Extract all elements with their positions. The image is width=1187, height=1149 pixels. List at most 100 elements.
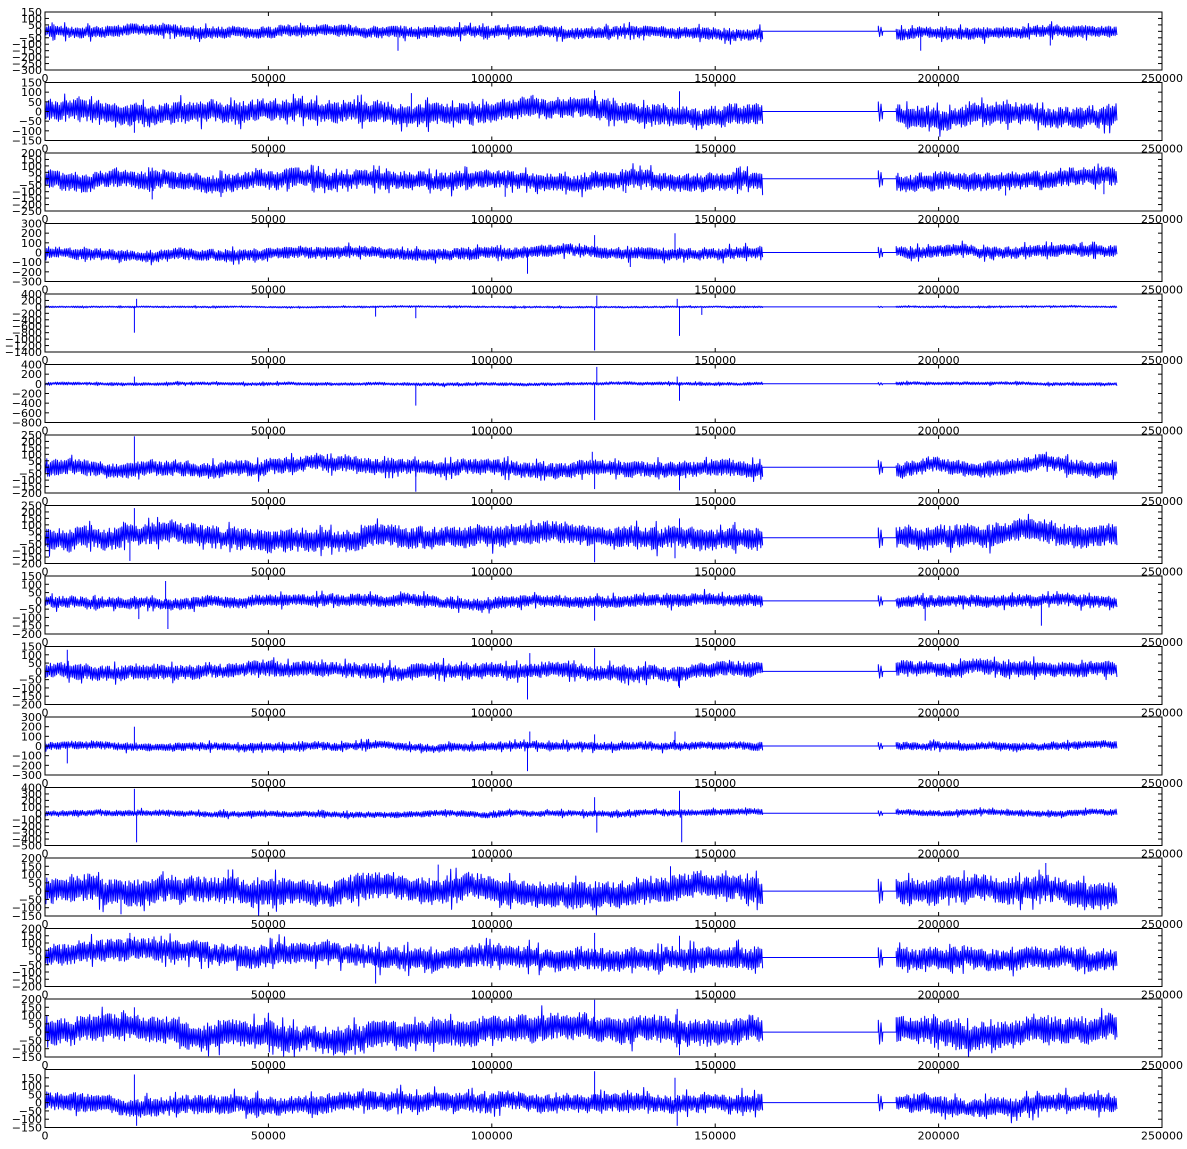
x-tick-label: 100000: [471, 1130, 513, 1143]
y-tick-label: 150: [21, 442, 42, 455]
y-tick-label: −600: [12, 407, 42, 420]
y-tick-label: −50: [19, 538, 42, 551]
x-tick-label: 0: [42, 636, 49, 649]
y-tick-label: 0: [35, 885, 42, 898]
x-tick-label: 200000: [918, 354, 960, 367]
signal-line-3: [45, 163, 1118, 198]
x-tick-label: 250000: [1141, 213, 1183, 226]
x-tick-label: 0: [42, 425, 49, 438]
x-tick-label: 0: [42, 848, 49, 861]
y-tick-label: 50: [28, 455, 42, 468]
signal-line-4: [45, 240, 1118, 266]
y-tick-label: 150: [21, 860, 42, 873]
axes-frame: [44, 646, 1163, 705]
y-tick-label: −100: [12, 750, 42, 763]
x-tick-label: 250000: [1141, 284, 1183, 297]
y-tick-label: −150: [12, 620, 42, 633]
x-tick-label: 100000: [471, 848, 513, 861]
y-tick-label: −400: [12, 397, 42, 410]
x-tick-label: 0: [42, 566, 49, 579]
signal-line-8: [45, 513, 1118, 557]
x-tick-label: 50000: [251, 1130, 286, 1143]
x-tick-label: 250000: [1141, 354, 1183, 367]
y-tick-label: 150: [21, 6, 42, 19]
x-tick-label: 150000: [694, 777, 736, 790]
axes-frame: [44, 434, 1163, 494]
y-tick-label: 0: [35, 952, 42, 965]
x-tick-label: 0: [42, 213, 49, 226]
x-tick-label: 50000: [251, 707, 286, 720]
y-tick-label: 200: [21, 368, 42, 381]
x-tick-label: 50000: [251, 918, 286, 931]
y-tick-label: 200: [21, 506, 42, 519]
y-tick-label: 50: [28, 525, 42, 538]
x-tick-label: 200000: [918, 495, 960, 508]
x-tick-label: 150000: [694, 495, 736, 508]
y-tick-label: −150: [12, 1051, 42, 1064]
y-tick-label: −150: [12, 135, 42, 148]
y-tick-label: 0: [35, 461, 42, 474]
x-tick-label: 150000: [694, 72, 736, 85]
x-tick-label: 50000: [251, 1059, 286, 1072]
y-tick-label: 50: [28, 877, 42, 890]
x-tick-label: 250000: [1141, 143, 1183, 156]
y-tick-label: 100: [21, 448, 42, 461]
y-tick-label: −100: [12, 1043, 42, 1056]
x-tick-label: 100000: [471, 284, 513, 297]
x-tick-label: 150000: [694, 284, 736, 297]
x-tick-label: 200000: [918, 425, 960, 438]
y-tick-label: 50: [28, 96, 42, 109]
x-tick-label: 100000: [471, 707, 513, 720]
y-tick-label: 50: [28, 587, 42, 600]
y-tick-label: −100: [12, 682, 42, 695]
y-tick-label: 100: [21, 869, 42, 882]
y-tick-label: 150: [21, 153, 42, 166]
y-tick-label: 200: [21, 435, 42, 448]
x-tick-label: 0: [42, 989, 49, 1002]
y-tick-label: −200: [12, 699, 42, 712]
y-tick-label: 50: [28, 944, 42, 957]
y-tick-label: 150: [21, 641, 42, 654]
x-tick-label: 0: [42, 1059, 49, 1072]
x-tick-label: 200000: [918, 213, 960, 226]
y-tick-label: 50: [28, 19, 42, 32]
x-tick-label: 250000: [1141, 425, 1183, 438]
x-tick-label: 150000: [694, 1059, 736, 1072]
x-tick-label: 100000: [471, 425, 513, 438]
x-tick-label: 0: [42, 143, 49, 156]
signal-line-13: [45, 867, 1118, 916]
y-tick-label: −400: [12, 833, 42, 846]
y-tick-label: −100: [12, 611, 42, 624]
y-tick-label: 400: [21, 782, 42, 795]
y-tick-label: −50: [19, 893, 42, 906]
x-tick-label: 50000: [251, 425, 286, 438]
y-tick-label: 300: [21, 788, 42, 801]
y-tick-label: 100: [21, 160, 42, 173]
y-tick-label: 200: [21, 993, 42, 1006]
y-tick-label: −1200: [5, 340, 42, 353]
x-tick-label: 50000: [251, 72, 286, 85]
y-tick-label: −200: [12, 759, 42, 772]
signal-line-2: [45, 93, 1118, 137]
x-tick-label: 0: [42, 284, 49, 297]
y-tick-label: −800: [12, 417, 42, 430]
y-tick-label: 50: [28, 1018, 42, 1031]
x-tick-label: 250000: [1141, 495, 1183, 508]
y-tick-label: 0: [35, 807, 42, 820]
y-tick-label: 0: [35, 173, 42, 186]
signal-line-7: [45, 451, 1118, 482]
y-tick-label: −150: [12, 551, 42, 564]
x-tick-label: 100000: [471, 636, 513, 649]
y-tick-label: −100: [12, 474, 42, 487]
y-tick-label: −200: [12, 388, 42, 401]
x-tick-label: 150000: [694, 989, 736, 1002]
y-tick-label: 200: [21, 147, 42, 160]
x-tick-label: 100000: [471, 495, 513, 508]
x-tick-label: 150000: [694, 707, 736, 720]
y-tick-label: 200: [21, 227, 42, 240]
